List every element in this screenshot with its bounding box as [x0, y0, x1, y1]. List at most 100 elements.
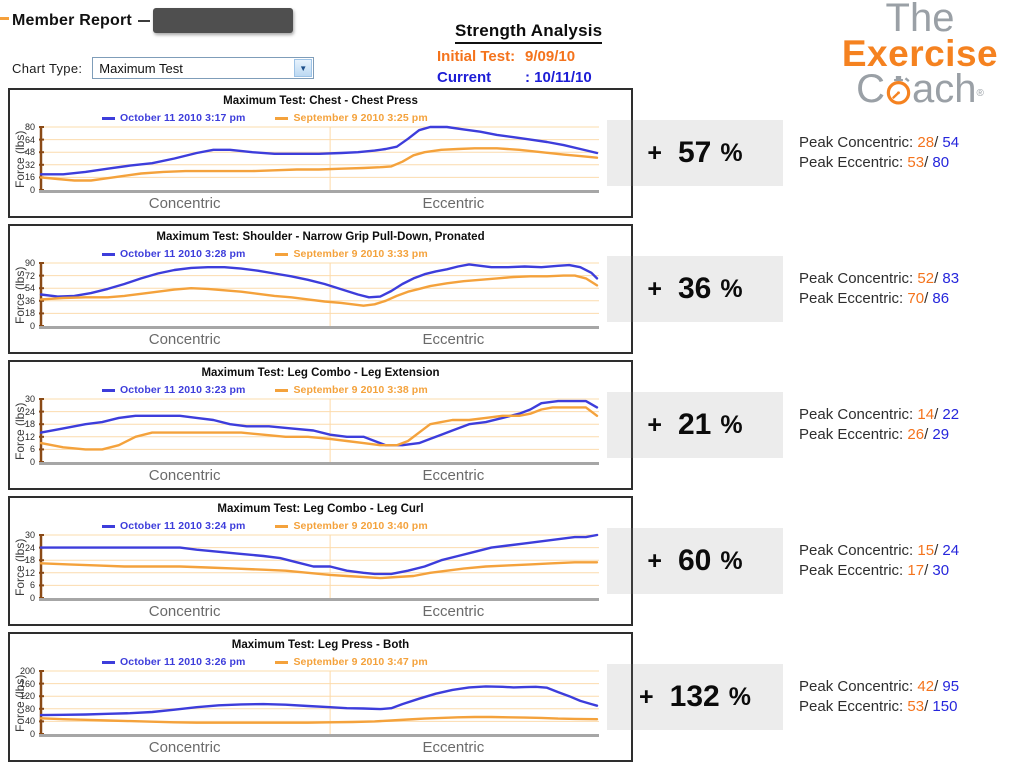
- chart-type-select[interactable]: Maximum Test ▼: [92, 57, 315, 79]
- peak-eccentric-initial: 53: [907, 154, 925, 171]
- peak-concentric-initial: 28: [917, 134, 935, 151]
- peak-concentric-current: 54: [942, 134, 960, 151]
- y-tick-label: 90: [24, 258, 35, 268]
- peak-slash: /: [934, 678, 943, 695]
- improvement-value: 36: [678, 272, 712, 305]
- legend-entry: September 9 2010 3:33 pm: [275, 248, 428, 260]
- chart-title: Maximum Test: Chest - Chest Press: [223, 95, 418, 107]
- legend-swatch-icon: [275, 524, 289, 528]
- chart-panel: Maximum Test: Chest - Chest Press Octobe…: [8, 88, 633, 218]
- x-label-concentric: Concentric: [148, 739, 221, 756]
- legend-swatch-icon: [275, 116, 289, 120]
- peak-eccentric-line: Peak Eccentric: 26/ 29: [799, 425, 959, 445]
- y-tick-label: 48: [24, 147, 35, 158]
- legend-label: September 9 2010 3:38 pm: [293, 384, 428, 396]
- legend-swatch-icon: [275, 252, 289, 256]
- legend-label: September 9 2010 3:33 pm: [293, 248, 428, 260]
- improvement-badge: + 21 %: [607, 392, 783, 458]
- peak-eccentric-label: Peak Eccentric:: [799, 426, 908, 443]
- peak-values-block: Peak Concentric: 42/ 95 Peak Eccentric: …: [799, 677, 959, 717]
- chart-panel: Maximum Test: Leg Press - Both October 1…: [8, 632, 633, 762]
- y-tick-label: 6: [29, 580, 35, 591]
- accent-dash: [0, 17, 9, 20]
- peak-eccentric-label: Peak Eccentric:: [799, 698, 908, 715]
- y-axis-ticks: 0 40 80 120 160 200: [10, 666, 37, 739]
- y-tick-label: 18: [24, 308, 35, 319]
- plot-area: [39, 260, 599, 335]
- improvement-value: 21: [678, 408, 712, 441]
- member-dash: [137, 19, 150, 22]
- peak-eccentric-label: Peak Eccentric:: [799, 562, 908, 579]
- peak-eccentric-current: 80: [932, 154, 950, 171]
- y-tick-label: 80: [24, 122, 35, 132]
- current-test-line: Current : 10/11/10: [437, 69, 652, 86]
- chart-legend: October 11 2010 3:26 pm September 9 2010 …: [102, 656, 428, 668]
- improvement-unit: %: [720, 546, 743, 575]
- chart-legend: October 11 2010 3:23 pm September 9 2010 …: [102, 384, 428, 396]
- chart-type-row: Chart Type: Maximum Test ▼: [12, 57, 315, 79]
- peak-eccentric-current: 86: [932, 290, 950, 307]
- x-axis-labels: Concentric Eccentric: [39, 603, 599, 623]
- x-label-concentric: Concentric: [148, 331, 221, 348]
- peak-slash: /: [934, 134, 943, 151]
- y-tick-label: 54: [24, 283, 35, 294]
- stopwatch-icon: [885, 75, 912, 105]
- peak-values-block: Peak Concentric: 15/ 24 Peak Eccentric: …: [799, 541, 959, 581]
- improvement-badge: + 57 %: [607, 120, 783, 186]
- peak-values-block: Peak Concentric: 52/ 83 Peak Eccentric: …: [799, 269, 959, 309]
- current-test-label: Current: [437, 69, 492, 86]
- legend-label: September 9 2010 3:47 pm: [293, 656, 428, 668]
- peak-eccentric-initial: 53: [907, 698, 925, 715]
- peak-concentric-line: Peak Concentric: 14/ 22: [799, 405, 959, 425]
- peak-concentric-current: 24: [942, 542, 960, 559]
- chart-row: Maximum Test: Leg Combo - Leg Curl Octob…: [8, 496, 959, 626]
- peak-slash: /: [924, 154, 933, 171]
- strength-analysis-block: Strength Analysis Initial Test: 9/09/10 …: [437, 21, 652, 86]
- plot-area: [39, 396, 599, 471]
- x-label-concentric: Concentric: [148, 467, 221, 484]
- peak-concentric-label: Peak Concentric:: [799, 678, 918, 695]
- improvement-badge: + 132 %: [607, 664, 783, 730]
- legend-entry: October 11 2010 3:17 pm: [102, 112, 245, 124]
- chart-panel: Maximum Test: Leg Combo - Leg Curl Octob…: [8, 496, 633, 626]
- chevron-down-icon[interactable]: ▼: [294, 59, 313, 77]
- peak-slash: /: [934, 542, 943, 559]
- redacted-member-name: [152, 8, 293, 33]
- y-axis-ticks: 0 18 36 54 72 90: [10, 258, 37, 331]
- y-tick-label: 80: [24, 703, 35, 714]
- y-tick-label: 18: [24, 555, 35, 566]
- y-tick-label: 36: [24, 295, 35, 306]
- x-label-eccentric: Eccentric: [422, 739, 485, 756]
- initial-test-line: Initial Test: 9/09/10: [437, 48, 652, 65]
- strength-analysis-title: Strength Analysis: [455, 21, 603, 44]
- legend-entry: October 11 2010 3:26 pm: [102, 656, 245, 668]
- peak-eccentric-initial: 70: [907, 290, 925, 307]
- chart-row: Maximum Test: Leg Combo - Leg Extension …: [8, 360, 959, 490]
- improvement-badge: + 60 %: [607, 528, 783, 594]
- peak-eccentric-label: Peak Eccentric:: [799, 290, 908, 307]
- peak-concentric-current: 22: [942, 406, 960, 423]
- improvement-sign: +: [647, 546, 662, 575]
- peak-concentric-label: Peak Concentric:: [799, 270, 918, 287]
- chart-title: Maximum Test: Leg Combo - Leg Extension: [201, 367, 440, 379]
- legend-swatch-icon: [102, 388, 115, 392]
- peak-slash: /: [924, 698, 933, 715]
- chart-type-selected-value: Maximum Test: [99, 60, 183, 76]
- member-report-title: Member Report: [12, 11, 132, 29]
- peak-eccentric-initial: 17: [907, 562, 925, 579]
- y-tick-label: 24: [24, 542, 35, 553]
- improvement-badge: + 36 %: [607, 256, 783, 322]
- x-axis-labels: Concentric Eccentric: [39, 739, 599, 759]
- y-tick-label: 120: [19, 691, 35, 702]
- y-tick-label: 40: [24, 716, 35, 727]
- peak-concentric-line: Peak Concentric: 42/ 95: [799, 677, 959, 697]
- peak-concentric-initial: 52: [917, 270, 935, 287]
- peak-concentric-initial: 15: [917, 542, 935, 559]
- improvement-value: 60: [678, 544, 712, 577]
- peak-concentric-label: Peak Concentric:: [799, 406, 918, 423]
- legend-swatch-icon: [102, 660, 115, 664]
- peak-concentric-initial: 14: [917, 406, 935, 423]
- chart-row: Maximum Test: Chest - Chest Press Octobe…: [8, 88, 959, 218]
- legend-label: October 11 2010 3:23 pm: [120, 384, 246, 396]
- improvement-value: 132: [669, 680, 720, 713]
